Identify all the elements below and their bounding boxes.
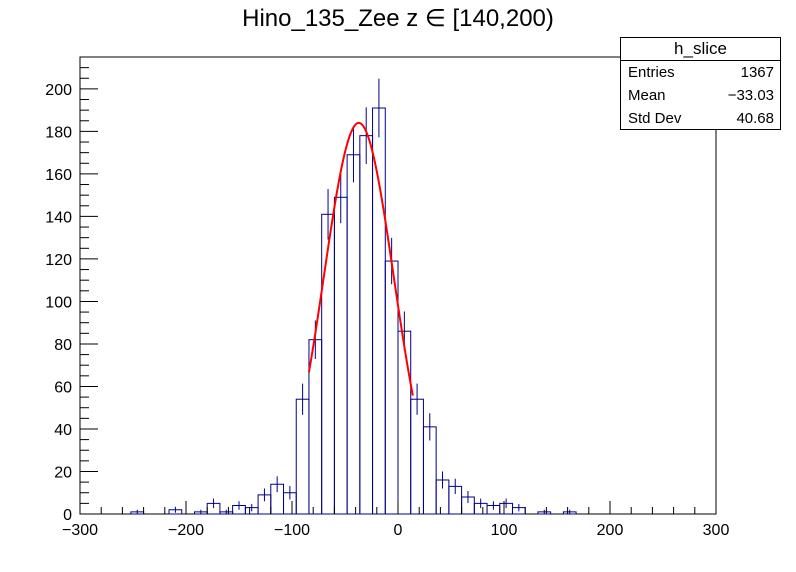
histogram-bin bbox=[321, 213, 335, 515]
x-tick-label: −300 bbox=[62, 522, 98, 539]
fit-curve bbox=[307, 121, 414, 396]
stats-row-entries: Entries 1367 bbox=[621, 61, 780, 84]
y-tick-label: 200 bbox=[45, 82, 72, 99]
x-tick-label: 0 bbox=[394, 522, 403, 539]
stats-label: Entries bbox=[628, 64, 675, 81]
histogram-bin bbox=[359, 135, 374, 515]
y-tick-label: 60 bbox=[54, 379, 72, 396]
y-tick-label: 100 bbox=[45, 294, 72, 311]
y-tick-label: 20 bbox=[54, 464, 72, 481]
stats-row-mean: Mean −33.03 bbox=[621, 84, 780, 107]
stats-row-stddev: Std Dev 40.68 bbox=[621, 107, 780, 130]
stats-label: Mean bbox=[628, 87, 666, 104]
stats-box: h_slice Entries 1367 Mean −33.03 Std Dev… bbox=[620, 37, 781, 130]
chart-title: Hino_135_Zee z ∈ [140,200) bbox=[242, 5, 554, 32]
y-tick-label: 140 bbox=[45, 209, 72, 226]
histogram-bin bbox=[410, 398, 424, 515]
stats-box-title: h_slice bbox=[621, 38, 780, 61]
histogram-bin bbox=[372, 107, 386, 515]
y-tick-label: 180 bbox=[45, 124, 72, 141]
stats-value: 1367 bbox=[740, 64, 774, 81]
histogram-bin bbox=[333, 196, 348, 515]
stats-value: 40.68 bbox=[736, 110, 774, 127]
y-tick-label: 120 bbox=[45, 252, 72, 269]
y-tick-label: 0 bbox=[63, 507, 72, 524]
stats-value: −33.03 bbox=[727, 87, 774, 104]
y-tick-label: 160 bbox=[45, 167, 72, 184]
x-tick-label: 100 bbox=[491, 522, 518, 539]
x-tick-label: −100 bbox=[274, 522, 310, 539]
y-tick-label: 80 bbox=[54, 337, 72, 354]
x-tick-label: 300 bbox=[703, 522, 730, 539]
stats-label: Std Dev bbox=[628, 110, 682, 127]
histogram-bin bbox=[346, 154, 361, 515]
x-tick-label: 200 bbox=[597, 522, 624, 539]
x-tick-label: −200 bbox=[168, 522, 204, 539]
y-tick-label: 40 bbox=[54, 422, 72, 439]
histogram-bin bbox=[295, 398, 310, 515]
histogram-bin bbox=[397, 330, 412, 515]
